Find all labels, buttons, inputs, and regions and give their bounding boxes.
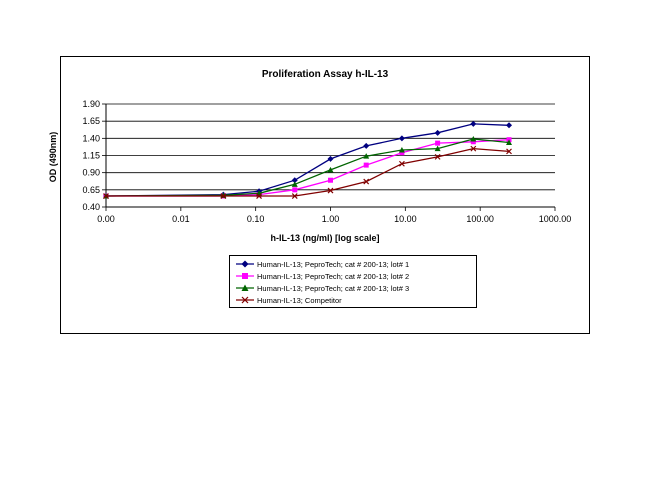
data-point — [470, 136, 477, 142]
y-tick-label: 1.90 — [82, 99, 100, 109]
y-tick-label: 0.65 — [82, 185, 100, 195]
data-point — [399, 150, 405, 156]
data-point — [434, 153, 441, 160]
x-tick-label: 0.01 — [172, 214, 190, 224]
legend-marker-triangle-icon — [236, 284, 254, 291]
data-point — [398, 135, 405, 142]
data-point — [398, 160, 405, 167]
x-tick-label: 0.10 — [247, 214, 265, 224]
x-tick-label: 0.00 — [97, 214, 115, 224]
data-point — [291, 193, 298, 199]
data-point — [292, 187, 298, 193]
legend-item: Human-IL-13; PeproTech; cat # 200-13; lo… — [236, 258, 476, 270]
legend-label: Human-IL-13; Competitor — [257, 295, 342, 305]
data-point — [363, 162, 369, 168]
data-point — [435, 140, 441, 146]
data-point — [470, 139, 476, 145]
series-line — [106, 147, 510, 197]
data-point — [327, 166, 334, 173]
legend-item: Human-IL-13; Competitor — [236, 294, 476, 306]
data-point — [256, 193, 262, 199]
x-tick-label: 100.00 — [466, 214, 494, 224]
x-tick-label: 10.00 — [394, 214, 417, 224]
data-point — [103, 193, 109, 199]
legend-label: Human-IL-13; PeproTech; cat # 200-13; lo… — [257, 259, 410, 269]
data-point — [470, 120, 477, 127]
data-point — [363, 153, 370, 159]
data-point — [363, 178, 370, 185]
x-tick-label: 1000.00 — [539, 214, 572, 224]
data-point — [291, 181, 298, 187]
data-point — [327, 187, 334, 194]
data-point — [363, 142, 370, 149]
x-axis-title: h-IL-13 (ng/ml) [log scale] — [270, 233, 380, 243]
y-tick-label: 0.40 — [82, 202, 100, 212]
data-point — [434, 145, 441, 152]
series-line — [105, 138, 510, 197]
legend-marker-x-icon — [236, 296, 254, 304]
series-line — [106, 139, 510, 197]
data-point — [398, 147, 405, 153]
y-tick-label: 1.65 — [82, 116, 100, 126]
x-tick-label: 1.00 — [322, 214, 340, 224]
data-point — [506, 139, 513, 145]
legend: Human-IL-13; PeproTech; cat # 200-13; lo… — [229, 255, 477, 308]
data-point — [328, 177, 333, 183]
y-tick-label: 1.40 — [82, 133, 100, 143]
legend-marker-diamond-icon — [236, 260, 254, 268]
chart-title: Proliferation Assay h-IL-13 — [261, 69, 389, 80]
legend-item: Human-IL-13; PeproTech; cat # 200-13; lo… — [236, 282, 476, 294]
y-tick-label: 0.90 — [82, 168, 100, 178]
legend-label: Human-IL-13; PeproTech; cat # 200-13; lo… — [257, 271, 410, 281]
data-point — [434, 129, 441, 136]
legend-item: Human-IL-13; PeproTech; cat # 200-13; lo… — [236, 270, 476, 282]
data-point — [291, 177, 298, 184]
series-line — [105, 123, 510, 197]
data-point — [506, 148, 512, 155]
data-point — [506, 122, 513, 129]
legend-marker-square-icon — [236, 273, 254, 279]
legend-label: Human-IL-13; PeproTech; cat # 200-13; lo… — [257, 283, 410, 293]
data-point — [470, 145, 477, 152]
data-point — [327, 155, 334, 162]
y-tick-label: 1.15 — [82, 151, 100, 161]
data-point — [220, 193, 227, 199]
